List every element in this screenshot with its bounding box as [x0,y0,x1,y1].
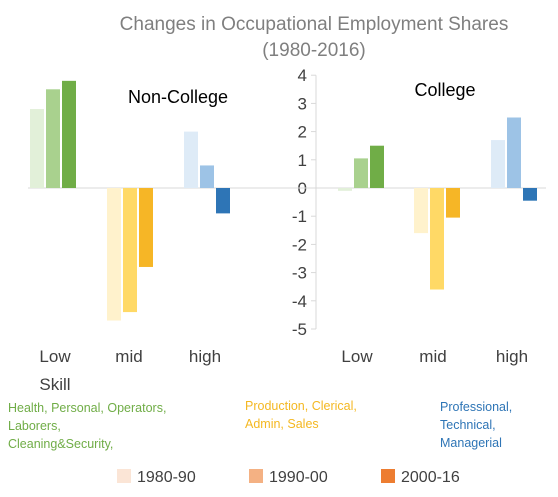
bar-non-college-high-1980-90 [184,131,198,188]
note-low-line-2: Laborers, [8,419,61,433]
bars [30,80,537,321]
bar-non-college-high-1990-00 [200,165,214,188]
bar-college-mid-2000-16 [446,188,460,218]
legend-label-2000-16: 2000-16 [401,469,460,486]
bar-college-mid-1990-00 [430,188,444,290]
bar-college-low-1980-90 [338,188,352,191]
bar-college-high-1980-90 [491,140,505,188]
x-label-low-left: Low [39,347,71,366]
bar-non-college-low-2000-16 [62,80,76,188]
y-tick-label: -5 [292,320,307,339]
y-tick-label: 3 [298,94,307,113]
note-low-line-1: Health, Personal, Operators, [8,401,166,415]
x-label-high-right: high [496,347,528,366]
bar-college-mid-1980-90 [414,188,428,234]
bar-college-low-1990-00 [354,158,368,188]
x-label-high-left: high [189,347,221,366]
bar-college-low-2000-16 [370,145,384,188]
y-tick-label: 2 [298,123,307,142]
bar-non-college-low-1980-90 [30,109,44,188]
legend-swatch-1990-00 [249,469,263,483]
bar-non-college-mid-1990-00 [123,188,137,313]
y-tick-label: 4 [298,66,307,85]
x-label-mid-right: mid [419,347,446,366]
y-tick-label: -4 [292,292,307,311]
y-tick-label: -1 [292,207,307,226]
note-high-line-3: Managerial [440,436,502,450]
chart-subtitle: (1980-2016) [262,40,366,61]
note-mid-line-1: Production, Clerical, [245,399,357,413]
x-label-mid-left: mid [115,347,142,366]
bar-non-college-high-2000-16 [216,188,230,214]
panel-label-college: College [414,80,475,100]
legend-label-1980-90: 1980-90 [137,469,196,486]
note-mid-line-2: Admin, Sales [245,417,319,431]
note-high-line-2: Technical, [440,418,496,432]
bar-non-college-mid-2000-16 [139,188,153,267]
chart-title: Changes in Occupational Employment Share… [120,14,509,35]
y-tick-label: 1 [298,151,307,170]
legend-swatch-1980-90 [117,469,131,483]
bar-non-college-low-1990-00 [46,89,60,188]
bar-non-college-mid-1980-90 [107,188,121,321]
note-high-line-1: Professional, [440,400,512,414]
legend-swatch-2000-16 [381,469,395,483]
bar-college-high-2000-16 [523,188,537,201]
x-label-low-right: Low [341,347,373,366]
x-label-low-skill: Skill [39,375,70,394]
panel-label-non-college: Non-College [128,87,228,107]
y-tick-label: -3 [292,264,307,283]
note-low-line-3: Cleaning&Security, [8,437,113,451]
y-tick-label: -2 [292,235,307,254]
bar-college-high-1990-00 [507,117,521,188]
legend-label-1990-00: 1990-00 [269,469,328,486]
